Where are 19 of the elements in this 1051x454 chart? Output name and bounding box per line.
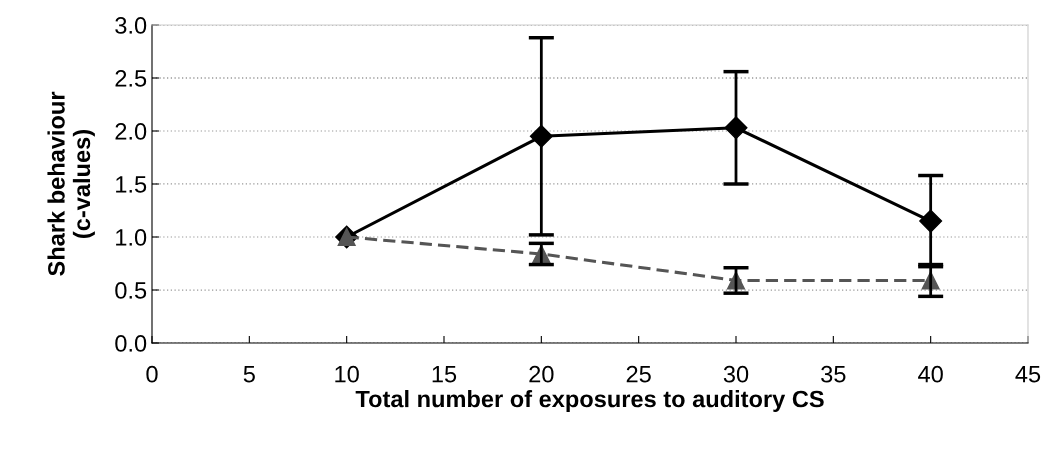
x-tick-label: 40 xyxy=(918,365,943,383)
x-tick-label: 20 xyxy=(529,365,554,383)
x-tick-label: 30 xyxy=(723,365,749,383)
x-tick-label: 25 xyxy=(626,365,651,383)
x-tick-label: 35 xyxy=(821,365,846,383)
x-axis-title: Total number of exposures to auditory CS xyxy=(355,390,824,413)
y-tick-label: 2.0 xyxy=(115,123,147,140)
y-tick-label: 0.5 xyxy=(115,282,147,299)
y-tick-label: 1.0 xyxy=(116,229,147,246)
y-tick-label: 0.0 xyxy=(115,335,147,352)
y-axis-title: Shark behaviour (c-values) xyxy=(47,91,95,276)
x-tick-label: 0 xyxy=(146,365,158,383)
x-tick-label: 10 xyxy=(335,365,359,383)
y-tick-label: 2.5 xyxy=(115,70,147,87)
x-tick-label: 15 xyxy=(432,366,457,383)
y-tick-label: 1.5 xyxy=(116,176,147,193)
x-tick-label: 45 xyxy=(1015,366,1041,383)
x-tick-label: 5 xyxy=(243,366,255,383)
y-tick-label: 3.0 xyxy=(115,17,147,34)
